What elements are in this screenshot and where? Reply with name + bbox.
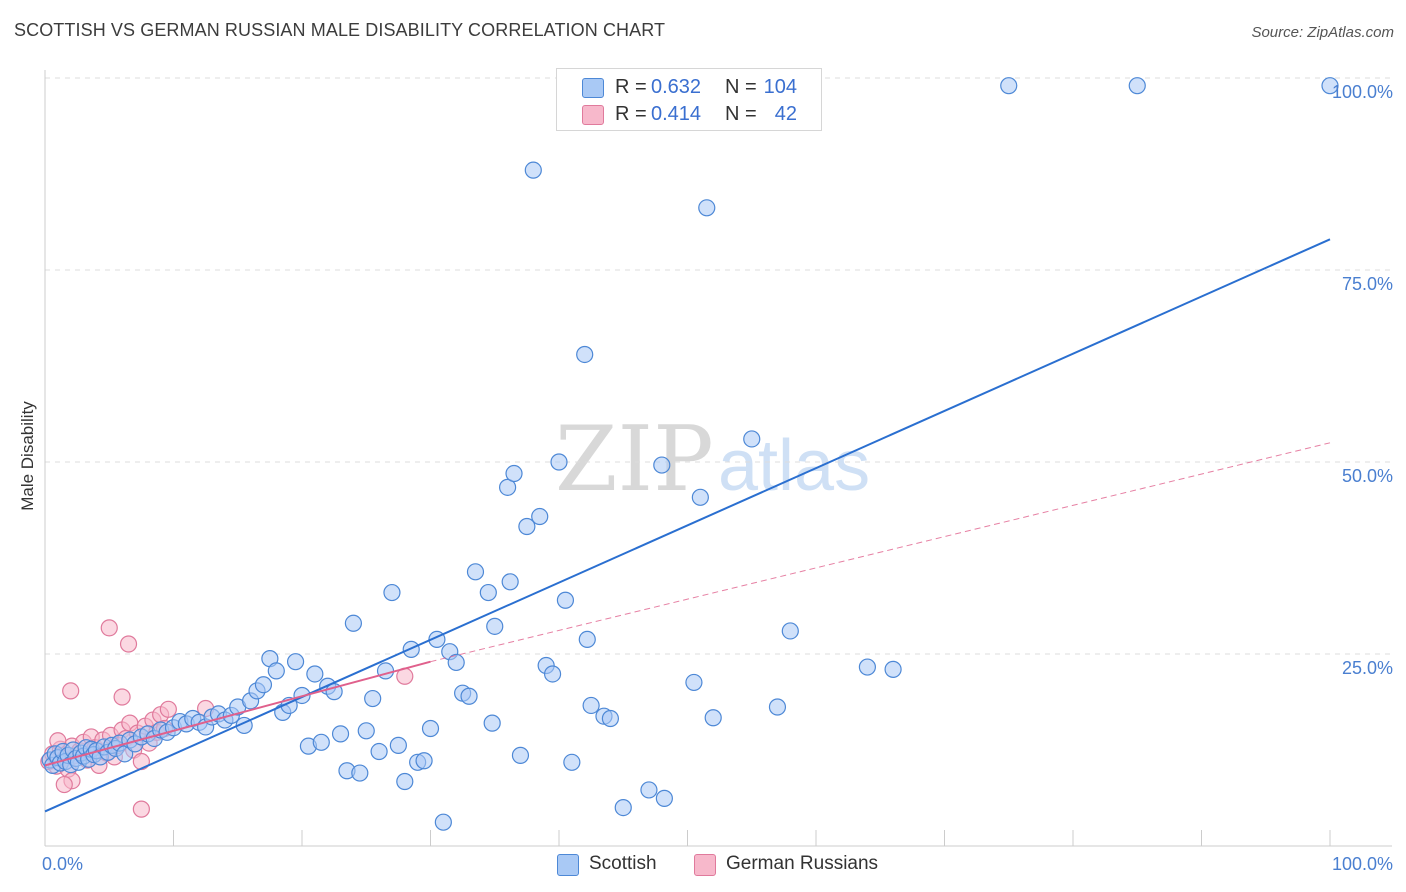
watermark-zip: ZIP [555,407,714,512]
data-point [858,658,877,676]
data-point [483,714,501,732]
data-point [331,725,350,743]
data-point [531,507,549,526]
data-point [698,199,716,217]
scottish-trend-line [44,238,1331,813]
watermark-atlas: atlas [718,426,870,506]
data-point [550,453,568,471]
data-point [376,662,395,680]
data-point [768,698,787,716]
data-point [576,345,594,364]
data-point [1128,77,1146,95]
source-note: Source: ZipAtlas.com [1251,24,1394,41]
r-label: R = [615,103,647,125]
data-point [306,665,324,683]
data-point [62,682,80,700]
data-point [351,764,369,782]
grid-lines [45,77,1392,655]
legend-row-german-russians: R = 0.414 N = 42 [557,101,821,127]
data-point [267,662,285,680]
data-point [389,736,407,754]
data-point [884,660,902,678]
data-point [357,722,375,740]
data-point [601,709,620,728]
stats-legend: R = 0.632 N = 104 R = 0.414 N = 42 [556,68,822,131]
data-point [563,753,581,771]
tick-labels: 25.0% 50.0% 75.0% 100.0% 0.0% 100.0% [42,82,1393,874]
german-russians-trend-line [44,660,431,767]
r-value: 0.414 [651,103,702,125]
german-russians-swatch-icon [582,105,604,125]
data-point [113,688,131,706]
data-point [132,800,150,818]
data-point [653,456,671,474]
trend-lines [44,238,1331,813]
data-point [505,464,523,483]
scottish-points [41,77,1339,831]
data-point [582,696,600,715]
german-russians-swatch-icon [694,854,716,876]
data-point [685,673,703,692]
data-point [691,488,709,506]
data-point [312,733,330,751]
data-point [159,700,177,718]
data-point [578,630,596,649]
data-point [655,789,673,807]
data-point [421,719,440,738]
data-point [518,517,536,536]
german-russians-legend-label: German Russians [726,853,879,874]
data-point [524,161,542,179]
data-point [383,583,401,602]
y-tick-label: 100.0% [1332,82,1393,102]
data-point [55,775,73,794]
data-point [466,563,485,581]
data-point [254,676,273,694]
data-point [344,614,362,632]
data-point [704,709,722,727]
axes [44,70,1392,847]
r-value: 0.632 [651,76,702,98]
x-tick-label: 100.0% [1332,854,1393,874]
data-point [511,746,530,764]
data-point [614,798,632,817]
scottish-swatch-icon [557,854,579,876]
n-label: N = [725,103,757,125]
data-point [479,583,497,602]
data-point [499,478,517,496]
data-point [743,430,761,448]
y-tick-label: 25.0% [1342,658,1393,678]
y-tick-label: 50.0% [1342,466,1393,486]
data-point [1321,77,1339,95]
legend-row-scottish: R = 0.632 N = 104 [557,74,821,100]
data-point [640,781,658,799]
r-label: R = [615,76,647,98]
scottish-legend-label: Scottish [589,853,657,874]
y-tick-label: 75.0% [1342,274,1393,294]
german-russians-trend-extension [430,442,1331,663]
scottish-swatch-icon [582,78,604,98]
data-point [100,619,118,637]
n-value: 42 [774,103,797,125]
data-point [119,635,138,653]
n-value: 104 [763,76,797,98]
data-point [781,622,799,640]
data-point [396,772,414,791]
data-point [370,742,388,761]
n-label: N = [725,76,757,98]
data-point [415,752,433,770]
chart-title: SCOTTISH VS GERMAN RUSSIAN MALE DISABILI… [14,20,666,40]
data-point [460,687,478,705]
x-tick-label: 0.0% [42,854,83,874]
data-point [556,591,575,609]
data-point [486,617,504,635]
data-point [286,653,305,671]
data-point [501,573,519,591]
data-point [447,653,465,672]
data-point [543,665,562,683]
data-point [1000,77,1018,95]
data-point [434,813,452,831]
data-point [364,689,382,708]
